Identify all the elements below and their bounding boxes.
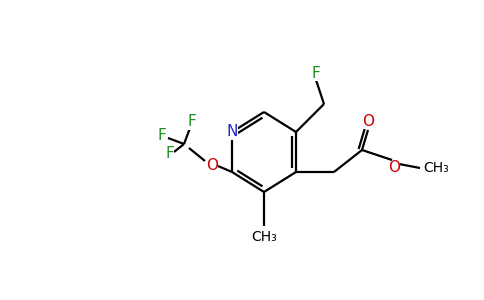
Text: F: F (158, 128, 166, 143)
Text: O: O (206, 158, 218, 173)
Text: F: F (166, 146, 174, 161)
Text: N: N (227, 124, 238, 140)
Text: F: F (312, 65, 320, 80)
Text: CH₃: CH₃ (251, 230, 277, 244)
Text: O: O (388, 160, 400, 175)
Text: F: F (188, 115, 197, 130)
Text: CH₃: CH₃ (423, 161, 449, 175)
Text: O: O (362, 113, 374, 128)
